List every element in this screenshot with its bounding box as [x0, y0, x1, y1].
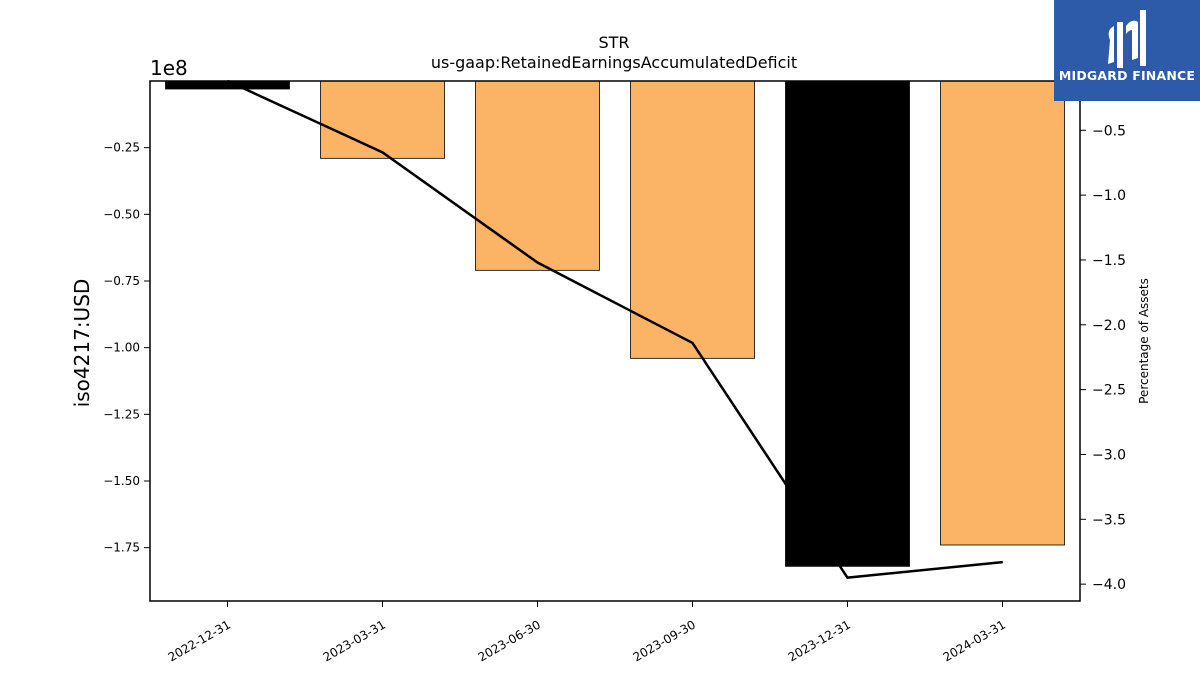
- y2-tick-label: −2.5: [1092, 383, 1126, 399]
- y2-tick-label: −0.5: [1092, 123, 1126, 139]
- y2-tick-label: −4.0: [1092, 577, 1126, 593]
- bar: [320, 80, 445, 159]
- logo-mark-icon: [1108, 10, 1146, 68]
- offset-text: 1e8: [150, 56, 188, 80]
- y2-tick-label: −1.5: [1092, 253, 1126, 269]
- y-tick-label: −1.25: [103, 407, 140, 421]
- x-tick-label: 2022-12-31: [166, 617, 233, 664]
- y-tick-label: −0.50: [103, 207, 140, 221]
- x-tick-label: 2023-12-31: [786, 617, 853, 664]
- y2-tick-label: −3.5: [1092, 512, 1126, 528]
- y-axis-label: iso4217:USD: [70, 279, 94, 408]
- x-tick-label: 2023-03-31: [321, 617, 388, 664]
- x-tick-label: 2023-09-30: [631, 617, 698, 664]
- y-axis-left: −0.25 −0.50 −0.75 −1.00 −1.25 −1.50 −1.75: [103, 141, 150, 555]
- y2-tick-label: −1.0: [1092, 188, 1126, 204]
- brand-logo: MIDGARD FINANCE: [1054, 0, 1200, 101]
- x-tick-label: 2024-03-31: [941, 617, 1008, 664]
- line-point: [1001, 561, 1004, 563]
- y-tick-label: −0.75: [103, 274, 140, 288]
- y-tick-label: −1.75: [103, 541, 140, 555]
- y2-axis-label: Percentage of Assets: [1137, 278, 1151, 404]
- y-axis-right: −0.5 −1.0 −1.5 −2.0 −2.5 −3.0 −3.5 −4.0: [1080, 123, 1126, 593]
- line-layer: [226, 79, 1004, 579]
- x-axis: 2022-12-31 2023-03-31 2023-06-30 2023-09-30…: [166, 601, 1008, 664]
- chart-title: STR: [598, 33, 629, 52]
- bar: [940, 80, 1065, 546]
- x-tick-label: 2023-06-30: [476, 617, 543, 664]
- line-point: [381, 151, 384, 153]
- line-point: [536, 261, 539, 264]
- y-tick-label: −1.50: [103, 474, 140, 488]
- bar: [785, 80, 910, 567]
- bar: [630, 80, 755, 359]
- logo-text: MIDGARD FINANCE: [1058, 68, 1196, 83]
- y-tick-label: −1.00: [103, 341, 140, 355]
- y2-tick-label: −3.0: [1092, 447, 1126, 463]
- plot-frame: [149, 80, 1081, 602]
- bar: [475, 80, 600, 271]
- line-point: [846, 577, 849, 579]
- line-point: [691, 342, 694, 344]
- y-tick-label: −0.25: [103, 141, 140, 155]
- bars-layer: [165, 80, 1065, 567]
- chart-subtitle: us-gaap:RetainedEarningsAccumulatedDefic…: [431, 53, 797, 72]
- series-line: [226, 79, 1003, 579]
- y2-tick-label: −2.0: [1092, 318, 1126, 334]
